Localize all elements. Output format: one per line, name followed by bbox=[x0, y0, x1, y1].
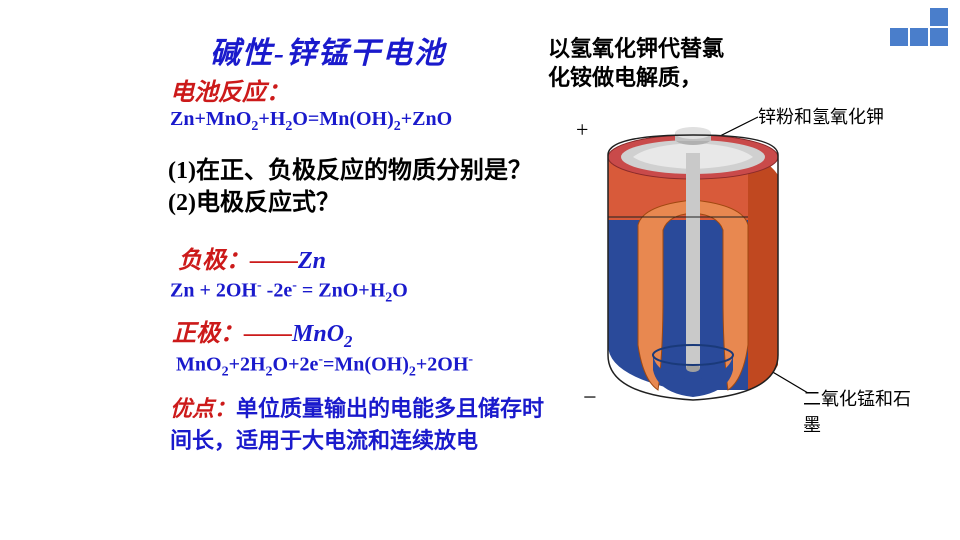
top-material-label: 锌粉和氢氧化钾 bbox=[758, 103, 884, 129]
note-line-2: 化铵做电解质， bbox=[548, 65, 702, 90]
page-title: 碱性-锌锰干电池 bbox=[210, 28, 446, 72]
battery-svg bbox=[548, 95, 928, 435]
advantage-text-2: 间长，适用于大电流和连续放电 bbox=[170, 428, 478, 453]
battery-diagram: + 锌粉和氢氧化钾 − 二氧化锰和石墨 bbox=[548, 95, 928, 435]
positive-equation: MnO2+2H2O+2e-=Mn(OH)2+2OH- bbox=[176, 352, 473, 381]
advantage-text-1: 单位质量输出的电能多且储存时 bbox=[236, 396, 544, 421]
bottom-material-label: 二氧化锰和石墨 bbox=[803, 385, 928, 437]
positive-electrode-label: 正极：——MnO2 bbox=[172, 313, 352, 352]
minus-sign: − bbox=[583, 385, 597, 412]
note-line-1: 以氢氧化钾代替氯 bbox=[548, 36, 724, 61]
advantage-key: 优点： bbox=[170, 396, 236, 421]
negative-material: Zn bbox=[298, 248, 326, 274]
advantages: 优点：单位质量输出的电能多且储存时 间长，适用于大电流和连续放电 bbox=[170, 393, 590, 457]
questions: (1)在正、负极反应的物质分别是？ (2)电极反应式？ bbox=[168, 155, 532, 220]
negative-equation: Zn + 2OH- -2e- = ZnO+H2O bbox=[170, 278, 408, 307]
electrolyte-note: 以氢氧化钾代替氯 化铵做电解质， bbox=[548, 35, 724, 92]
negative-electrode-label: 负极：——Zn bbox=[178, 240, 326, 275]
question-1: (1)在正、负极反应的物质分别是？ bbox=[168, 158, 532, 184]
corner-logo bbox=[890, 8, 948, 46]
overall-equation: Zn+MnO2+H2O=Mn(OH)2+ZnO bbox=[170, 108, 452, 135]
reaction-label: 电池反应： bbox=[170, 72, 290, 107]
plus-sign: + bbox=[576, 117, 588, 143]
positive-material: MnO2 bbox=[292, 321, 352, 347]
question-2: (2)电极反应式？ bbox=[168, 190, 340, 216]
